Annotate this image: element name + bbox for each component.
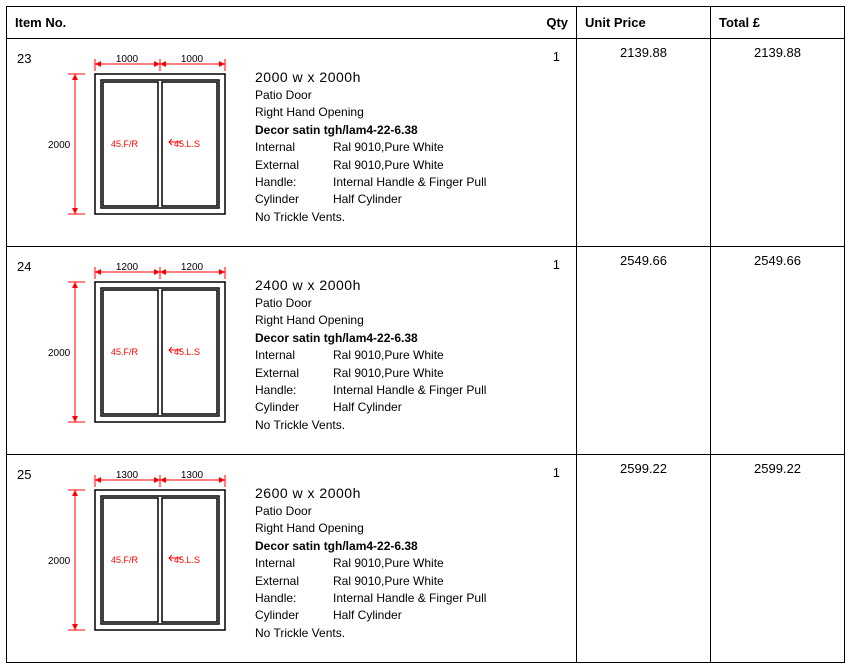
spec-external-value: Ral 9010,Pure White	[333, 157, 444, 174]
svg-text:2000: 2000	[48, 348, 71, 359]
spec-cylinder-label: Cylinder	[255, 607, 333, 624]
item-number: 24	[17, 257, 35, 438]
spec-type: Patio Door	[255, 87, 526, 104]
spec-handle-value: Internal Handle & Finger Pull	[333, 382, 486, 399]
svg-text:1000: 1000	[116, 54, 139, 65]
spec-dimensions: 2000 w x 2000h	[255, 69, 526, 85]
header-qty-label: Qty	[546, 15, 568, 30]
svg-text:1200: 1200	[116, 262, 139, 273]
spec-external-label: External	[255, 573, 333, 590]
spec-internal-value: Ral 9010,Pure White	[333, 347, 444, 364]
svg-text:1300: 1300	[181, 470, 204, 481]
item-number: 25	[17, 465, 35, 646]
spec-external-value: Ral 9010,Pure White	[333, 365, 444, 382]
spec-cylinder-value: Half Cylinder	[333, 399, 402, 416]
spec-internal-value: Ral 9010,Pure White	[333, 555, 444, 572]
item-unit-price: 2139.88	[577, 39, 711, 247]
spec-cylinder-value: Half Cylinder	[333, 607, 402, 624]
spec-opening: Right Hand Opening	[255, 312, 526, 329]
door-diagram: 1300 1300 2000 45.F/R 45.L.S	[45, 465, 245, 640]
spec-dimensions: 2400 w x 2000h	[255, 277, 526, 293]
svg-text:45.L.S: 45.L.S	[174, 347, 200, 357]
spec-glazing: Decor satin tgh/lam4-22-6.38	[255, 122, 526, 139]
svg-text:45.F/R: 45.F/R	[111, 347, 139, 357]
svg-text:45.F/R: 45.F/R	[111, 555, 139, 565]
spec-internal-label: Internal	[255, 347, 333, 364]
svg-text:2000: 2000	[48, 556, 71, 567]
item-spec: 2400 w x 2000h Patio Door Right Hand Ope…	[255, 257, 526, 438]
item-unit-price: 2599.22	[577, 455, 711, 663]
item-qty: 1	[536, 465, 566, 646]
svg-text:45.F/R: 45.F/R	[111, 139, 139, 149]
svg-text:2000: 2000	[48, 140, 71, 151]
door-diagram: 1000 1000 2000 45.F/R 45.L.S	[45, 49, 245, 224]
svg-text:45.L.S: 45.L.S	[174, 555, 200, 565]
spec-cylinder-label: Cylinder	[255, 191, 333, 208]
door-diagram: 1200 1200 2000 45.F/R 45.L.S	[45, 257, 245, 432]
spec-type: Patio Door	[255, 295, 526, 312]
svg-text:45.L.S: 45.L.S	[174, 139, 200, 149]
item-spec: 2000 w x 2000h Patio Door Right Hand Ope…	[255, 49, 526, 230]
item-total: 2549.66	[711, 247, 845, 455]
spec-cylinder-value: Half Cylinder	[333, 191, 402, 208]
spec-cylinder-label: Cylinder	[255, 399, 333, 416]
spec-handle-label: Handle:	[255, 174, 333, 191]
spec-handle-label: Handle:	[255, 382, 333, 399]
item-qty: 1	[536, 49, 566, 230]
table-row: 25 1300 1300 2000	[7, 455, 845, 663]
header-item-no-label: Item No.	[15, 15, 66, 30]
item-spec: 2600 w x 2000h Patio Door Right Hand Ope…	[255, 465, 526, 646]
spec-handle-label: Handle:	[255, 590, 333, 607]
spec-external-value: Ral 9010,Pure White	[333, 573, 444, 590]
table-row: 23 1000 1000 2000	[7, 39, 845, 247]
spec-opening: Right Hand Opening	[255, 104, 526, 121]
spec-glazing: Decor satin tgh/lam4-22-6.38	[255, 538, 526, 555]
spec-vents: No Trickle Vents.	[255, 209, 526, 226]
header-unit-price-label: Unit Price	[577, 7, 711, 39]
item-total: 2599.22	[711, 455, 845, 663]
svg-text:1300: 1300	[116, 470, 139, 481]
spec-vents: No Trickle Vents.	[255, 417, 526, 434]
item-qty: 1	[536, 257, 566, 438]
svg-text:1200: 1200	[181, 262, 204, 273]
item-unit-price: 2549.66	[577, 247, 711, 455]
spec-external-label: External	[255, 157, 333, 174]
spec-dimensions: 2600 w x 2000h	[255, 485, 526, 501]
header-item-qty: Item No. Qty	[7, 7, 577, 39]
item-total: 2139.88	[711, 39, 845, 247]
spec-external-label: External	[255, 365, 333, 382]
spec-internal-label: Internal	[255, 555, 333, 572]
item-number: 23	[17, 49, 35, 230]
spec-glazing: Decor satin tgh/lam4-22-6.38	[255, 330, 526, 347]
svg-text:1000: 1000	[181, 54, 204, 65]
spec-type: Patio Door	[255, 503, 526, 520]
header-total-label: Total £	[711, 7, 845, 39]
spec-opening: Right Hand Opening	[255, 520, 526, 537]
spec-handle-value: Internal Handle & Finger Pull	[333, 590, 486, 607]
quote-table: Item No. Qty Unit Price Total £ 23 1000 …	[6, 6, 845, 663]
spec-vents: No Trickle Vents.	[255, 625, 526, 642]
spec-handle-value: Internal Handle & Finger Pull	[333, 174, 486, 191]
spec-internal-value: Ral 9010,Pure White	[333, 139, 444, 156]
spec-internal-label: Internal	[255, 139, 333, 156]
table-row: 24 1200 1200 2000	[7, 247, 845, 455]
